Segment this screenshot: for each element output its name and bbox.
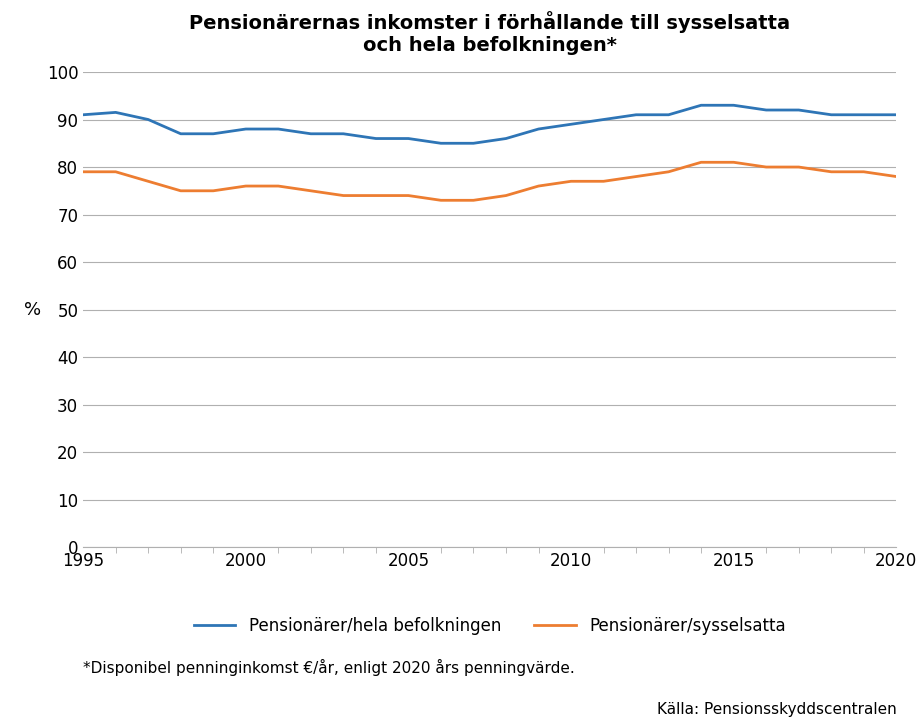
Pensionärer/hela befolkningen	[760, 106, 772, 114]
Pensionärer/sysselsatta	[468, 196, 479, 204]
Pensionärer/sysselsatta	[371, 192, 382, 200]
Pensionärer/hela befolkningen	[826, 110, 837, 119]
Pensionärer/hela befolkningen	[78, 110, 89, 119]
Pensionärer/hela befolkningen	[663, 110, 675, 119]
Pensionärer/sysselsatta	[338, 192, 349, 200]
Pensionärer/hela befolkningen	[208, 130, 219, 138]
Pensionärer/hela befolkningen	[110, 108, 121, 117]
Pensionärer/hela befolkningen	[435, 139, 446, 148]
Pensionärer/sysselsatta	[240, 181, 251, 190]
Pensionärer/sysselsatta	[176, 186, 187, 195]
Pensionärer/hela befolkningen	[696, 101, 707, 109]
Pensionärer/sysselsatta	[598, 177, 609, 186]
Pensionärer/sysselsatta	[793, 163, 804, 171]
Pensionärer/hela befolkningen	[728, 101, 739, 109]
Line: Pensionärer/hela befolkningen: Pensionärer/hela befolkningen	[83, 105, 896, 143]
Pensionärer/sysselsatta	[760, 163, 772, 171]
Pensionärer/sysselsatta	[208, 186, 219, 195]
Pensionärer/hela befolkningen	[371, 134, 382, 143]
Pensionärer/hela befolkningen	[891, 110, 902, 119]
Pensionärer/sysselsatta	[891, 172, 902, 181]
Pensionärer/sysselsatta	[858, 168, 869, 176]
Pensionärer/hela befolkningen	[142, 115, 153, 124]
Pensionärer/sysselsatta	[565, 177, 577, 186]
Pensionärer/sysselsatta	[630, 172, 641, 181]
Y-axis label: %: %	[24, 301, 42, 318]
Pensionärer/sysselsatta	[142, 177, 153, 186]
Pensionärer/sysselsatta	[501, 192, 512, 200]
Pensionärer/hela befolkningen	[598, 115, 609, 124]
Pensionärer/sysselsatta	[110, 168, 121, 176]
Pensionärer/hela befolkningen	[468, 139, 479, 148]
Pensionärer/sysselsatta	[663, 168, 675, 176]
Pensionärer/hela befolkningen	[240, 125, 251, 133]
Text: Källa: Pensionsskyddscentralen: Källa: Pensionsskyddscentralen	[657, 702, 896, 717]
Pensionärer/hela befolkningen	[630, 110, 641, 119]
Legend: Pensionärer/hela befolkningen, Pensionärer/sysselsatta: Pensionärer/hela befolkningen, Pensionär…	[193, 617, 786, 635]
Pensionärer/hela befolkningen	[338, 130, 349, 138]
Pensionärer/hela befolkningen	[565, 120, 577, 129]
Line: Pensionärer/sysselsatta: Pensionärer/sysselsatta	[83, 162, 896, 200]
Pensionärer/hela befolkningen	[403, 134, 414, 143]
Pensionärer/hela befolkningen	[858, 110, 869, 119]
Pensionärer/sysselsatta	[305, 186, 316, 195]
Pensionärer/sysselsatta	[78, 168, 89, 176]
Pensionärer/hela befolkningen	[501, 134, 512, 143]
Pensionärer/sysselsatta	[435, 196, 446, 204]
Pensionärer/sysselsatta	[826, 168, 837, 176]
Pensionärer/sysselsatta	[696, 158, 707, 166]
Pensionärer/sysselsatta	[533, 181, 544, 190]
Pensionärer/hela befolkningen	[273, 125, 284, 133]
Pensionärer/hela befolkningen	[533, 125, 544, 133]
Text: *Disponibel penninginkomst €/år, enligt 2020 års penningvärde.: *Disponibel penninginkomst €/år, enligt …	[83, 659, 575, 676]
Pensionärer/hela befolkningen	[305, 130, 316, 138]
Pensionärer/sysselsatta	[273, 181, 284, 190]
Pensionärer/sysselsatta	[403, 192, 414, 200]
Pensionärer/hela befolkningen	[793, 106, 804, 114]
Pensionärer/hela befolkningen	[176, 130, 187, 138]
Title: Pensionärernas inkomster i förhållande till sysselsatta
och hela befolkningen*: Pensionärernas inkomster i förhållande t…	[189, 12, 790, 55]
Pensionärer/sysselsatta	[728, 158, 739, 166]
